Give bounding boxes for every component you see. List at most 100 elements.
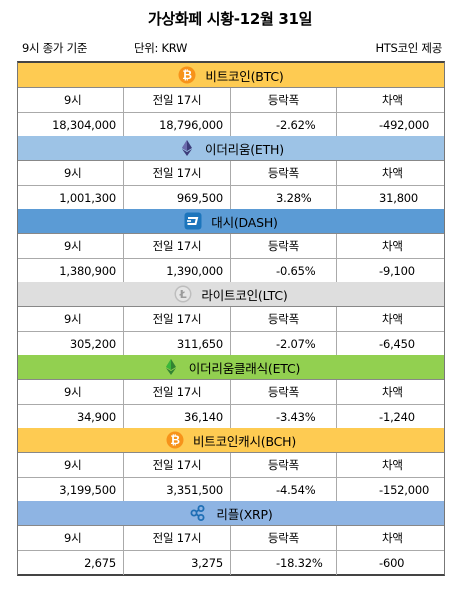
coin-header-dash: 대시(DASH) bbox=[18, 209, 444, 234]
price-9am: 3,199,500 bbox=[18, 478, 124, 502]
price-prev-17h: 3,275 bbox=[124, 551, 231, 575]
ethereum-classic-icon bbox=[162, 358, 180, 376]
coin-header-etc: 이더리움클래식(ETC) bbox=[18, 355, 444, 380]
price-prev-17h: 969,500 bbox=[124, 186, 231, 210]
column-header: 9시 bbox=[18, 453, 124, 477]
column-header-row: 9시 전일 17시 등락폭 차액 bbox=[18, 88, 444, 113]
coin-name: 비트코인(BTC) bbox=[205, 68, 284, 84]
value-row: 1,001,300 969,500 3.28% 31,800 bbox=[18, 186, 444, 211]
value-row: 34,900 36,140 -3.43% -1,240 bbox=[18, 405, 444, 430]
change-amount: -9,100 bbox=[379, 264, 415, 278]
change-rate: -18.32% bbox=[231, 551, 337, 575]
coin-name: 비트코인캐시(BCH) bbox=[192, 433, 297, 449]
price-prev-17h: 311,650 bbox=[124, 332, 231, 356]
coin-section-dash: 대시(DASH) 9시 전일 17시 등락폭 차액 1,380,900 1,390,000-… bbox=[18, 209, 444, 284]
price-9am: 2,675 bbox=[18, 551, 124, 575]
change-amount: -152,000 bbox=[379, 483, 430, 497]
column-header: 차액 bbox=[382, 93, 403, 107]
column-header: 차액 bbox=[382, 239, 403, 253]
price-9am: 18,304,000 bbox=[18, 113, 124, 137]
column-header-row: 9시 전일 17시 등락폭 차액 bbox=[18, 453, 444, 478]
page-title: 가상화페 시황-12월 31일 bbox=[147, 10, 313, 28]
change-amount: -492,000 bbox=[379, 118, 430, 132]
bitcoin-cash-icon: ₿ bbox=[166, 431, 184, 449]
coin-name: 대시(DASH) bbox=[211, 214, 278, 230]
price-prev-17h: 3,351,500 bbox=[124, 478, 231, 502]
value-row: 3,199,500 3,351,500 -4.54% -152,000 bbox=[18, 478, 444, 503]
ripple-icon bbox=[189, 504, 207, 522]
column-header: 9시 bbox=[18, 307, 124, 331]
coin-section-bch: ₿ 비트코인캐시(BCH) 9시 전일 17시 등락폭 차액 3,199,500 3,351,… bbox=[18, 428, 444, 503]
change-rate: -2.62% bbox=[231, 113, 337, 137]
coin-header-xrp: 리플(XRP) bbox=[18, 501, 444, 526]
coin-section-ltc: Ł 라이트코인(LTC) 9시 전일 17시 등락폭 차액 305,200 311,650 -2… bbox=[18, 282, 444, 357]
column-header: 차액 bbox=[382, 166, 403, 180]
change-amount: -600 bbox=[379, 556, 405, 570]
change-rate: -0.65% bbox=[231, 259, 337, 283]
svg-text:₿: ₿ bbox=[183, 68, 193, 82]
column-header: 전일 17시 bbox=[124, 380, 231, 404]
column-header: 등락폭 bbox=[231, 380, 337, 404]
change-amount: -6,450 bbox=[379, 337, 415, 351]
coin-name: 이더리움클래식(ETC) bbox=[188, 360, 301, 376]
column-header: 등락폭 bbox=[231, 161, 337, 185]
coin-header-ltc: Ł 라이트코인(LTC) bbox=[18, 282, 444, 307]
price-prev-17h: 18,796,000 bbox=[124, 113, 231, 137]
change-rate: -3.43% bbox=[231, 405, 337, 429]
svg-text:₿: ₿ bbox=[170, 433, 180, 447]
coin-section-etc: 이더리움클래식(ETC) 9시 전일 17시 등락폭 차액 34,900 36,140 -3.… bbox=[18, 355, 444, 430]
value-row: 1,380,900 1,390,000 -0.65% -9,100 bbox=[18, 259, 444, 284]
column-header: 차액 bbox=[382, 385, 403, 399]
change-amount: -1,240 bbox=[379, 410, 415, 424]
column-header: 등락폭 bbox=[231, 88, 337, 112]
coin-section-xrp: 리플(XRP) 9시 전일 17시 등락폭 차액 2,675 3,275 -18.32% -60… bbox=[18, 501, 444, 575]
coin-header-btc: ₿ 비트코인(BTC) bbox=[18, 63, 444, 88]
change-rate: -2.07% bbox=[231, 332, 337, 356]
price-9am: 1,380,900 bbox=[18, 259, 124, 283]
coin-name: 이더리움(ETH) bbox=[205, 141, 284, 157]
change-rate: 3.28% bbox=[231, 186, 337, 210]
column-header: 등락폭 bbox=[231, 307, 337, 331]
bitcoin-icon: ₿ bbox=[178, 66, 196, 84]
column-header-row: 9시 전일 17시 등락폭 차액 bbox=[18, 307, 444, 332]
price-9am: 34,900 bbox=[18, 405, 124, 429]
coin-name: 라이트코인(LTC) bbox=[201, 287, 288, 303]
column-header-row: 9시 전일 17시 등락폭 차액 bbox=[18, 526, 444, 551]
column-header: 등락폭 bbox=[231, 453, 337, 477]
column-header: 차액 bbox=[382, 531, 403, 545]
column-header-row: 9시 전일 17시 등락폭 차액 bbox=[18, 161, 444, 186]
column-header: 차액 bbox=[382, 458, 403, 472]
column-header: 전일 17시 bbox=[124, 88, 231, 112]
svg-text:Ł: Ł bbox=[179, 288, 187, 301]
value-row: 18,304,000 18,796,000 -2.62% -492,000 bbox=[18, 113, 444, 138]
column-header: 등락폭 bbox=[231, 234, 337, 258]
coin-name: 리플(XRP) bbox=[216, 506, 273, 522]
column-header: 9시 bbox=[18, 526, 124, 550]
column-header: 전일 17시 bbox=[124, 526, 231, 550]
change-rate: -4.54% bbox=[231, 478, 337, 502]
coin-section-eth: 이더리움(ETH) 9시 전일 17시 등락폭 차액 1,001,300 969,500 3.… bbox=[18, 136, 444, 211]
coin-header-eth: 이더리움(ETH) bbox=[18, 136, 444, 161]
coin-header-bch: ₿ 비트코인캐시(BCH) bbox=[18, 428, 444, 453]
ethereum-icon bbox=[178, 139, 196, 157]
column-header: 9시 bbox=[18, 161, 124, 185]
column-header: 전일 17시 bbox=[124, 453, 231, 477]
price-prev-17h: 36,140 bbox=[124, 405, 231, 429]
value-row: 2,675 3,275 -18.32% -600 bbox=[18, 551, 444, 575]
column-header: 등락폭 bbox=[231, 526, 337, 550]
column-header: 9시 bbox=[18, 380, 124, 404]
change-amount: 31,800 bbox=[379, 191, 419, 205]
column-header-row: 9시 전일 17시 등락폭 차액 bbox=[18, 234, 444, 259]
column-header: 전일 17시 bbox=[124, 307, 231, 331]
coin-section-btc: ₿ 비트코인(BTC) 9시 전일 17시 등락폭 차액 18,304,000 18,796,… bbox=[18, 63, 444, 138]
value-row: 305,200 311,650 -2.07% -6,450 bbox=[18, 332, 444, 357]
column-header: 9시 bbox=[18, 234, 124, 258]
column-header: 전일 17시 bbox=[124, 234, 231, 258]
column-header: 차액 bbox=[382, 312, 403, 326]
price-prev-17h: 1,390,000 bbox=[124, 259, 231, 283]
dash-icon bbox=[184, 212, 202, 230]
currency-unit-label: 단위: KRW bbox=[134, 41, 188, 55]
column-header: 전일 17시 bbox=[124, 161, 231, 185]
price-basis-label: 9시 종가 기준 bbox=[22, 41, 88, 55]
column-header: 9시 bbox=[18, 88, 124, 112]
